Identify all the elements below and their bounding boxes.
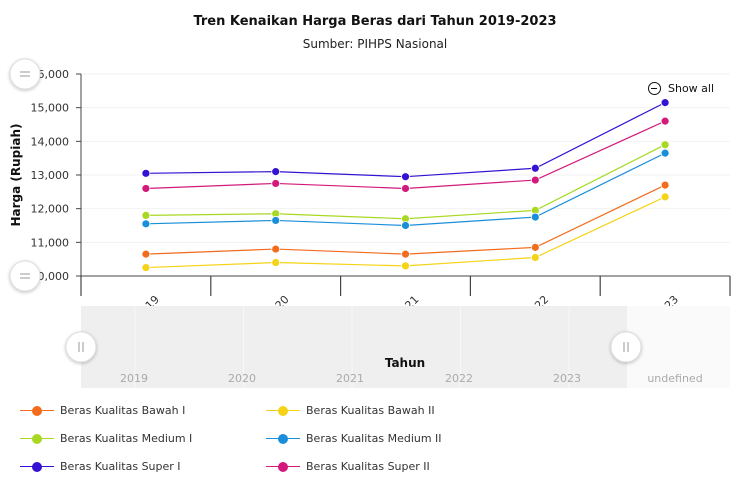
data-point[interactable] bbox=[141, 263, 151, 272]
chart-subtitle: Sumber: PIHPS Nasional bbox=[302, 37, 448, 51]
series-line bbox=[145, 144, 666, 220]
legend-item[interactable]: Beras Kualitas Super II bbox=[266, 460, 430, 473]
data-point[interactable] bbox=[141, 249, 151, 259]
scrollbar-selection[interactable] bbox=[81, 306, 627, 388]
scrollbar-label: undefined bbox=[647, 372, 702, 385]
data-point[interactable] bbox=[271, 179, 281, 188]
zoom-out-icon bbox=[648, 82, 661, 95]
data-point[interactable] bbox=[401, 261, 410, 271]
y-tick-label: 12,000 bbox=[31, 203, 70, 216]
data-point[interactable] bbox=[401, 184, 410, 193]
data-point[interactable] bbox=[530, 163, 540, 173]
x-axis-title: Tahun bbox=[385, 356, 425, 370]
legend-label: Beras Kualitas Super I bbox=[60, 460, 181, 473]
chart-title: Tren Kenaikan Harga Beras dari Tahun 201… bbox=[193, 14, 557, 29]
data-point[interactable] bbox=[660, 140, 670, 150]
y-tick-label: 15,000 bbox=[31, 102, 70, 115]
y-tick-label: 11,000 bbox=[31, 236, 70, 249]
scrollbar-label: 2020 bbox=[228, 372, 256, 385]
legend-swatch bbox=[266, 433, 300, 444]
legend-label: Beras Kualitas Medium I bbox=[60, 432, 193, 445]
data-point[interactable] bbox=[530, 253, 540, 262]
data-point[interactable] bbox=[530, 242, 540, 252]
data-point[interactable] bbox=[530, 175, 540, 185]
series-line bbox=[145, 102, 666, 178]
data-point[interactable] bbox=[271, 167, 281, 177]
data-point[interactable] bbox=[660, 192, 670, 202]
data-point[interactable] bbox=[141, 210, 151, 220]
y-axis-title: Harga (Rupiah) bbox=[9, 123, 23, 226]
data-point[interactable] bbox=[271, 216, 281, 225]
data-point[interactable] bbox=[401, 221, 410, 230]
legend-label: Beras Kualitas Super II bbox=[306, 460, 430, 473]
y-tick-label: 13,000 bbox=[31, 169, 70, 182]
scrollbar-grip-right[interactable] bbox=[610, 331, 642, 363]
scrollbar-label: 2023 bbox=[553, 372, 581, 385]
y-tick-label: 14,000 bbox=[31, 135, 70, 148]
legend-label: Beras Kualitas Medium II bbox=[306, 432, 442, 445]
scrollbar-label: 2019 bbox=[120, 372, 148, 385]
scrollbar-grip-left[interactable] bbox=[65, 331, 97, 363]
data-point[interactable] bbox=[401, 172, 410, 182]
data-point[interactable] bbox=[660, 148, 670, 158]
data-point[interactable] bbox=[271, 244, 281, 254]
legend-label: Beras Kualitas Bawah I bbox=[60, 404, 186, 417]
legend-swatch bbox=[20, 461, 54, 472]
y-zoom-grip-top[interactable] bbox=[9, 58, 41, 90]
data-point[interactable] bbox=[141, 219, 151, 229]
scrollbar-label: 2021 bbox=[336, 372, 364, 385]
data-point[interactable] bbox=[141, 168, 151, 178]
show-all-button[interactable]: Show all bbox=[648, 82, 714, 95]
legend-label: Beras Kualitas Bawah II bbox=[306, 404, 435, 417]
legend-item[interactable]: Beras Kualitas Medium II bbox=[266, 432, 442, 445]
legend-swatch bbox=[266, 461, 300, 472]
data-point[interactable] bbox=[271, 258, 281, 267]
legend-item[interactable]: Beras Kualitas Medium I bbox=[20, 432, 192, 445]
scrollbar-label: 2022 bbox=[445, 372, 473, 385]
data-point[interactable] bbox=[401, 249, 410, 259]
data-point[interactable] bbox=[660, 98, 670, 108]
show-all-label: Show all bbox=[668, 82, 715, 95]
legend-item[interactable]: Beras Kualitas Super I bbox=[20, 460, 181, 473]
data-point[interactable] bbox=[660, 180, 670, 190]
legend-swatch bbox=[20, 405, 54, 416]
y-zoom-grip-bottom[interactable] bbox=[9, 260, 41, 292]
data-point[interactable] bbox=[141, 184, 151, 193]
data-point[interactable] bbox=[530, 212, 540, 222]
legend-swatch bbox=[266, 405, 300, 416]
legend-item[interactable]: Beras Kualitas Bawah II bbox=[266, 404, 435, 417]
data-point[interactable] bbox=[660, 116, 670, 126]
legend-swatch bbox=[20, 433, 54, 444]
legend-item[interactable]: Beras Kualitas Bawah I bbox=[20, 404, 185, 417]
